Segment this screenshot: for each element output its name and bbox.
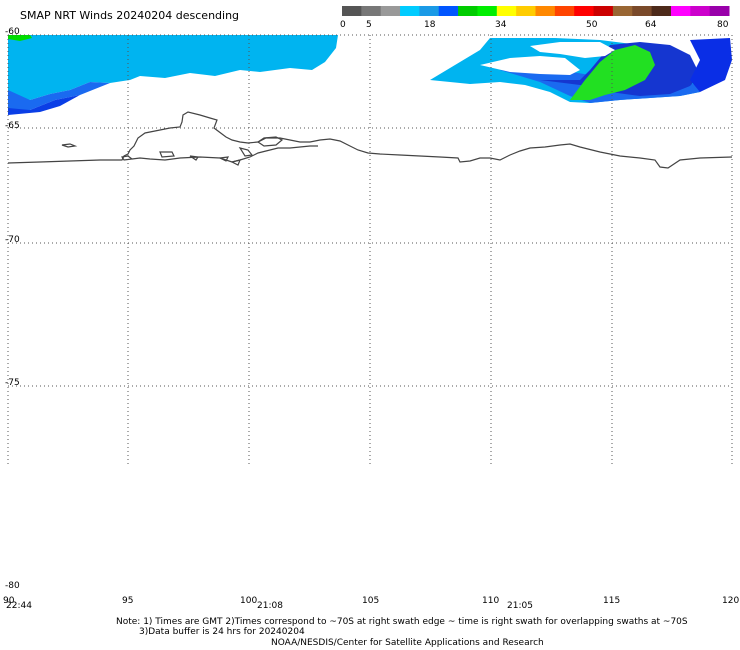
swath-left-light <box>8 35 338 100</box>
lon-label-105: 105 <box>362 596 380 606</box>
colorbar-label-50: 50 <box>586 20 598 30</box>
colorbar-label-0: 0 <box>340 20 346 30</box>
swath-right-green <box>570 45 655 100</box>
colorbar-label-34: 34 <box>495 20 507 30</box>
colorbar-label-5: 5 <box>366 20 372 30</box>
colorbar-segment <box>516 6 536 16</box>
colorbar-segment <box>632 6 653 16</box>
swath-gap-white <box>480 56 580 75</box>
lon-label-110: 110 <box>482 596 500 606</box>
colorbar-segment <box>438 6 459 16</box>
colorbar-segment <box>690 6 711 16</box>
colorbar-segment <box>574 6 595 16</box>
swath-left-dark <box>8 95 80 115</box>
lat-label-70: -70 <box>5 235 20 245</box>
colorbar-segment <box>477 6 498 16</box>
colorbar-segment <box>612 6 633 16</box>
lon-label-100: 100 <box>240 596 258 606</box>
note-line-3: NOAA/NESDIS/Center for Satellite Applica… <box>271 638 544 648</box>
lat-label-65: -65 <box>5 121 20 131</box>
colorbar-label-80: 80 <box>717 20 729 30</box>
antarctic-coastline <box>7 111 733 169</box>
colorbar-segment <box>709 6 730 16</box>
swath-gap-white2 <box>530 42 615 58</box>
lon-label-115: 115 <box>603 596 621 606</box>
swath-left-medium <box>8 82 110 113</box>
colorbar-segment <box>554 6 575 16</box>
lon-label-90: 90 <box>3 596 15 606</box>
time-label-left: 22:44 <box>6 601 32 611</box>
lat-label-60: -60 <box>5 27 20 37</box>
time-label-right: 21:05 <box>507 601 533 611</box>
colorbar-segment <box>400 6 420 16</box>
note-line-2: 3)Data buffer is 24 hrs for 20240204 <box>139 627 305 637</box>
lon-label-95: 95 <box>122 596 134 606</box>
wind-speed-colorbar <box>342 6 730 16</box>
colorbar-segment <box>670 6 691 16</box>
lat-label-75: -75 <box>5 378 20 388</box>
colorbar-segment <box>419 6 440 16</box>
colorbar-segment <box>593 6 614 16</box>
wind-swath-left <box>8 35 338 115</box>
colorbar-label-18: 18 <box>424 20 436 30</box>
map-title: SMAP NRT Winds 20240204 descending <box>20 9 240 22</box>
colorbar-segment <box>651 6 672 16</box>
colorbar-segment <box>380 6 401 16</box>
colorbar-label-64: 64 <box>645 20 657 30</box>
lon-label-120: 120 <box>722 596 740 606</box>
colorbar-segment <box>496 6 517 16</box>
wind-swath-right <box>430 38 732 103</box>
swath-left-green <box>8 35 32 41</box>
lat-label-80: -80 <box>5 581 20 591</box>
colorbar-segment <box>342 6 362 16</box>
colorbar-segment <box>361 6 382 16</box>
map-grid <box>7 34 733 466</box>
swath-right-dark2 <box>690 38 732 92</box>
colorbar-segment <box>458 6 478 16</box>
note-line-1: Note: 1) Times are GMT 2)Times correspon… <box>116 617 688 627</box>
colorbar-segment <box>535 6 556 16</box>
time-label-mid: 21:08 <box>257 601 283 611</box>
